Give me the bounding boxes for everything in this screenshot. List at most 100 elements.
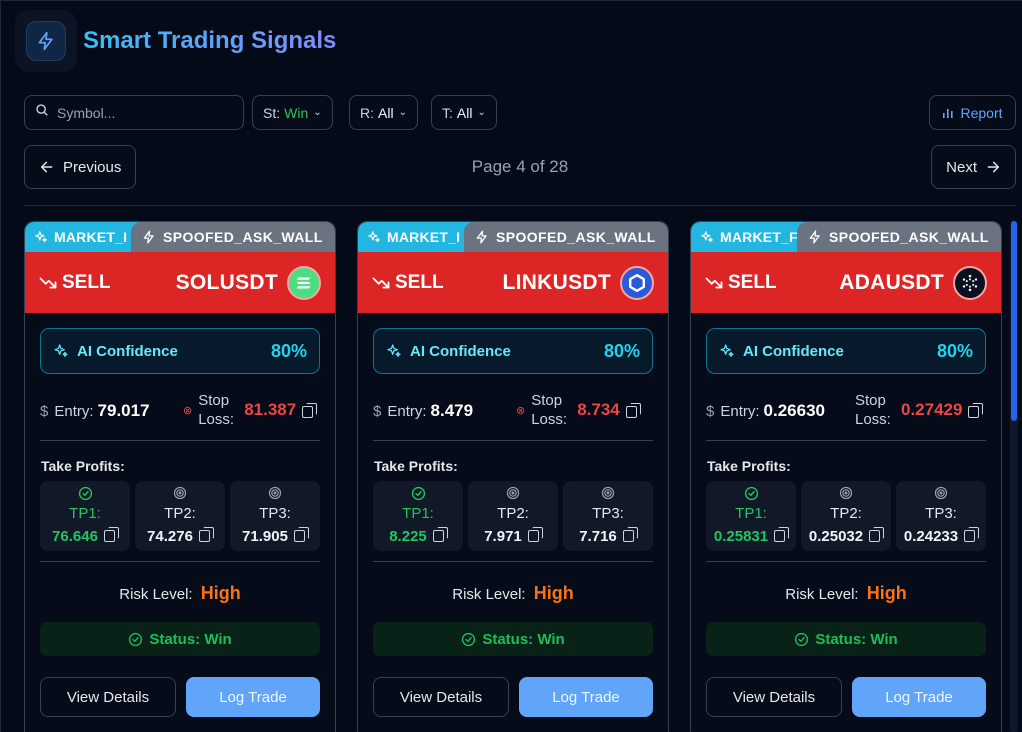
tp1-box: TP1: 76.646 xyxy=(40,481,130,551)
previous-label: Previous xyxy=(63,158,122,176)
tp1-label: TP1: xyxy=(402,505,434,522)
dollar-icon: $ xyxy=(40,402,49,420)
arrow-right-icon xyxy=(985,159,1001,175)
risk-level-value: High xyxy=(533,583,574,603)
signal-card: MARKET_I SPOOFED_ASK_WALL SELL SOLUSDT A… xyxy=(24,221,336,732)
entry-label: Entry: xyxy=(54,402,94,420)
pattern-tag-label: SPOOFED_ASK_WALL xyxy=(829,229,989,245)
market-tag-label: MARKET_F xyxy=(720,229,798,245)
search-input[interactable] xyxy=(57,104,227,121)
check-circle-icon xyxy=(461,632,476,647)
lightning-bolt-icon xyxy=(26,21,66,61)
scrollbar-thumb[interactable] xyxy=(1011,221,1017,421)
tp1-value: 0.25831 xyxy=(713,528,769,545)
signal-side: SELL xyxy=(395,271,444,293)
copy-icon[interactable] xyxy=(527,527,543,542)
previous-button[interactable]: Previous xyxy=(24,145,137,189)
next-button[interactable]: Next xyxy=(931,145,1016,189)
tp2-row: 74.276 xyxy=(135,527,225,545)
divider xyxy=(373,561,653,562)
status-badge: Status: Win xyxy=(373,622,653,656)
copy-icon[interactable] xyxy=(302,403,318,418)
view-details-button[interactable]: View Details xyxy=(706,677,842,717)
tp1-row: 0.25831 xyxy=(706,527,796,545)
risk-level-value: High xyxy=(866,583,907,603)
stop-loss-label: Stop Loss: xyxy=(198,392,235,428)
status-filter[interactable]: St: Win ⌄ xyxy=(252,95,333,130)
sparkle-icon xyxy=(700,230,714,244)
header: Smart Trading Signals xyxy=(15,10,336,72)
signal-tags: MARKET_I SPOOFED_ASK_WALL xyxy=(358,222,668,252)
stop-loss-value: 0.27429 xyxy=(901,400,963,419)
tp3-box: TP3: 71.905 xyxy=(230,481,320,551)
pattern-tag-label: SPOOFED_ASK_WALL xyxy=(496,229,656,245)
tp2-label: TP2: xyxy=(497,505,529,522)
take-profits-row: TP1: 0.25831 TP2: 0.25032 TP3: 0.24233 xyxy=(706,481,986,551)
ai-confidence-value: 80% xyxy=(936,340,973,361)
target-icon xyxy=(801,486,891,502)
type-filter-value: All xyxy=(456,104,473,121)
search-box[interactable] xyxy=(24,95,244,130)
copy-icon[interactable] xyxy=(198,527,214,542)
tp1-value: 8.225 xyxy=(389,528,427,545)
ai-confidence-panel: AI Confidence 80% xyxy=(706,328,986,374)
stop-loss: ⊗ Stop Loss: 81.387 xyxy=(183,391,318,429)
status-badge: Status: Win xyxy=(706,622,986,656)
stop-loss: ⊗ Stop Loss: 8.734 xyxy=(516,391,641,429)
tp1-label: TP1: xyxy=(735,505,767,522)
risk-filter[interactable]: R: All ⌄ xyxy=(349,95,418,130)
take-profits-row: TP1: 76.646 TP2: 74.276 TP3: 71.905 xyxy=(40,481,320,551)
copy-icon[interactable] xyxy=(625,403,641,418)
lightning-bolt-icon xyxy=(475,230,489,244)
chevron-down-icon: ⌄ xyxy=(313,107,322,118)
chainlink-icon xyxy=(620,265,654,300)
signal-tags: MARKET_I SPOOFED_ASK_WALL xyxy=(25,222,335,252)
entry-label: Entry: xyxy=(387,402,427,420)
log-trade-button[interactable]: Log Trade xyxy=(852,677,986,717)
report-button[interactable]: Report xyxy=(929,95,1016,130)
sparkle-icon xyxy=(34,230,48,244)
tp3-label: TP3: xyxy=(592,505,624,522)
sparkle-icon xyxy=(386,343,402,359)
copy-icon[interactable] xyxy=(774,527,790,542)
check-circle-icon xyxy=(40,486,130,502)
tp3-row: 71.905 xyxy=(230,527,320,545)
copy-icon[interactable] xyxy=(622,527,638,542)
tp1-row: 76.646 xyxy=(40,527,130,545)
signal-tags: MARKET_F SPOOFED_ASK_WALL xyxy=(691,222,1001,252)
entry-row: $ Entry: 79.017 ⊗ Stop Loss: 81.387 xyxy=(40,389,320,433)
stop-loss-value: 8.734 xyxy=(577,400,620,419)
card-actions: View Details Log Trade xyxy=(40,677,320,717)
take-profits-label: Take Profits: xyxy=(707,458,791,474)
copy-icon[interactable] xyxy=(432,527,448,542)
tp2-value: 7.971 xyxy=(484,528,522,545)
filter-bar: St: Win ⌄ R: All ⌄ T: All ⌄ Report xyxy=(24,95,1016,131)
scrollbar[interactable] xyxy=(1010,221,1018,732)
check-circle-icon xyxy=(794,632,809,647)
log-trade-button[interactable]: Log Trade xyxy=(186,677,320,717)
view-details-button[interactable]: View Details xyxy=(40,677,176,717)
tp2-value: 0.25032 xyxy=(808,528,864,545)
copy-icon[interactable] xyxy=(964,527,980,542)
ai-confidence-label: AI Confidence xyxy=(743,342,844,360)
risk-level-label: Risk Level: xyxy=(119,586,193,603)
type-filter[interactable]: T: All ⌄ xyxy=(431,95,497,130)
lightning-bolt-icon xyxy=(808,230,822,244)
status-filter-value: Win xyxy=(284,104,309,121)
solana-icon xyxy=(287,265,321,300)
divider xyxy=(40,440,320,441)
stop-loss-label: Stop Loss: xyxy=(855,392,891,428)
check-circle-icon xyxy=(706,486,796,502)
risk-level-label: Risk Level: xyxy=(785,586,859,603)
copy-icon[interactable] xyxy=(968,403,984,418)
signal-card: MARKET_F SPOOFED_ASK_WALL SELL ADAUSDT A… xyxy=(690,221,1002,732)
tp2-row: 7.971 xyxy=(468,527,558,545)
copy-icon[interactable] xyxy=(293,527,309,542)
tp3-label: TP3: xyxy=(259,505,291,522)
copy-icon[interactable] xyxy=(869,527,885,542)
log-trade-button[interactable]: Log Trade xyxy=(519,677,653,717)
view-details-button[interactable]: View Details xyxy=(373,677,509,717)
sparkle-icon xyxy=(719,343,735,359)
copy-icon[interactable] xyxy=(103,527,119,542)
target-icon xyxy=(896,486,986,502)
